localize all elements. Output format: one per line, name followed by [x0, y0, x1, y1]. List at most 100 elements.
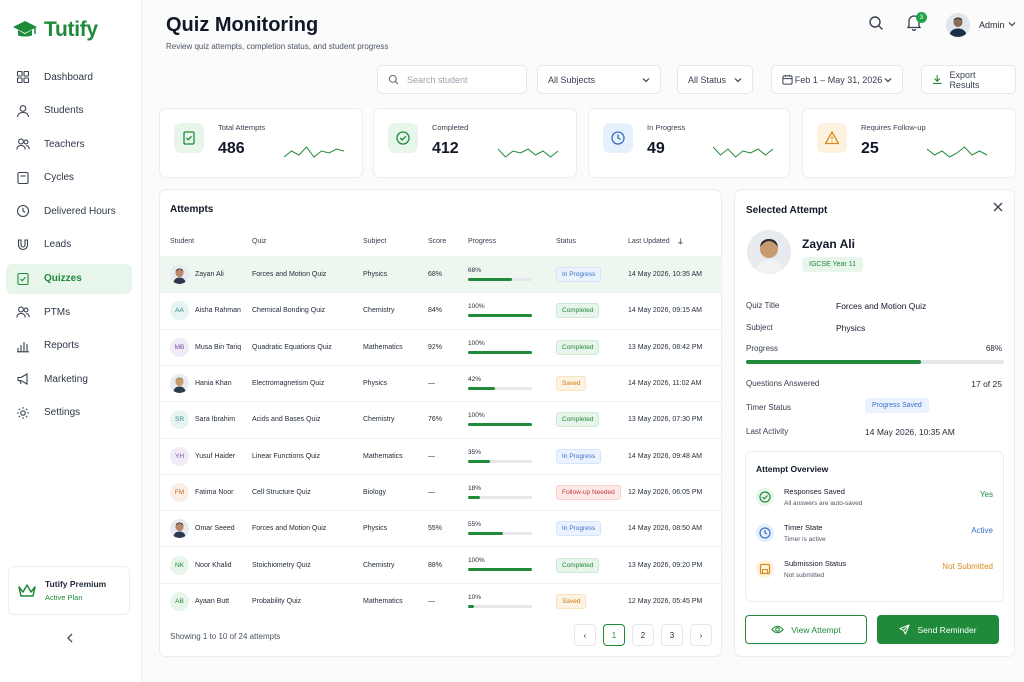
stat-card-completed[interactable]: Completed 412 [373, 108, 577, 178]
table-row[interactable]: Omar Seeed Forces and Motion Quiz Physics 5… [160, 510, 722, 546]
view-attempt-button[interactable]: View Attempt [745, 615, 867, 644]
progress-percent: 18% [468, 484, 482, 492]
sidebar-nav: Dashboard Students Teachers Cycles Delivered… [6, 62, 132, 432]
avatar: YH [170, 446, 189, 466]
megaphone-icon [17, 373, 28, 386]
search-icon[interactable] [868, 15, 884, 31]
sidebar-item-cycles[interactable]: Cycles [6, 163, 132, 193]
student-name: Zayan Ali [195, 271, 224, 279]
status-select[interactable]: All Status [677, 65, 753, 94]
column-header[interactable]: Last Updated [628, 238, 670, 245]
sidebar-item-label: Cycles [44, 172, 75, 184]
sidebar-item-label: Reports [44, 340, 80, 352]
sidebar-item-label: Teachers [44, 138, 85, 150]
sidebar-item-ptms[interactable]: PTMs [6, 297, 132, 327]
chevron-down-icon [884, 77, 892, 82]
sidebar-item-leads[interactable]: Leads [6, 230, 132, 260]
close-icon[interactable] [993, 202, 1003, 212]
sidebar-item-label: Quizzes [44, 273, 82, 285]
logo[interactable]: Tutify [12, 18, 98, 42]
table-row[interactable]: NK Noor Khalid Stoichiometry Quiz Chemistry… [160, 546, 722, 582]
column-header: Student [170, 238, 195, 245]
progress-fill [468, 314, 532, 318]
sidebar-item-settings[interactable]: Settings [6, 398, 132, 428]
status-badge: In Progress [556, 267, 602, 283]
attempt-overview: Attempt Overview Responses Saved All ans… [745, 451, 1004, 602]
sort-desc-icon[interactable] [677, 238, 684, 245]
stat-card-total-attempts[interactable]: Total Attempts 486 [159, 108, 363, 178]
send-reminder-button[interactable]: Send Reminder [877, 615, 999, 644]
student-name: Omar Seeed [195, 525, 235, 533]
admin-name[interactable]: Admin [979, 20, 1005, 30]
send-reminder-label: Send Reminder [917, 624, 977, 635]
search-placeholder: Search student [407, 74, 468, 85]
premium-card[interactable]: Tutify Premium Active Plan [8, 566, 130, 615]
send-icon [899, 624, 911, 635]
student-cell: FM Fatima Noor [170, 475, 234, 510]
users-icon [16, 306, 30, 318]
column-header: Score [428, 238, 447, 245]
avatar: MB [170, 337, 189, 357]
status-cell: Completed [556, 330, 600, 365]
page-2-button[interactable]: 2 [632, 624, 654, 646]
status-badge: In Progress [556, 521, 602, 537]
page-1-button[interactable]: 1 [603, 624, 625, 646]
table-row[interactable]: AB Ayaan Butt Probability Quiz Mathematics —… [160, 582, 722, 619]
score-cell: 55% [428, 525, 443, 533]
table-row[interactable]: Zayan Ali Forces and Motion Quiz Physics 68… [160, 256, 722, 293]
sidebar-item-teachers[interactable]: Teachers [6, 129, 132, 159]
admin-avatar[interactable] [946, 13, 970, 37]
collapse-sidebar-button[interactable] [62, 630, 78, 646]
calendar-icon [17, 171, 29, 184]
sidebar-item-label: Dashboard [44, 71, 93, 83]
save-icon [756, 560, 774, 578]
table-row[interactable]: MB Musa Bin Tariq Quadratic Equations Quiz… [160, 328, 722, 365]
progress-percent: 42% [468, 375, 482, 383]
sidebar-item-dashboard[interactable]: Dashboard [6, 62, 132, 92]
overview-item-sub: Not submitted [784, 572, 825, 579]
stat-card-requires-follow-up[interactable]: Requires Follow-up 25 [802, 108, 1016, 178]
page-3-button[interactable]: 3 [661, 624, 683, 646]
table-row[interactable]: YH Yusuf Haider Linear Functions Quiz Mathe… [160, 437, 722, 474]
sidebar-item-marketing[interactable]: Marketing [6, 364, 132, 394]
student-cell: SR Sara Ibrahim [170, 402, 235, 437]
column-header: Subject [363, 238, 387, 245]
stat-card-in-progress[interactable]: In Progress 49 [588, 108, 790, 178]
progress-track [746, 360, 1004, 364]
progress-bar [468, 604, 532, 608]
sidebar-item-students[interactable]: Students [6, 96, 132, 126]
chevron-down-icon [642, 77, 650, 82]
prev-page-button[interactable]: ‹ [574, 624, 596, 646]
table-row[interactable]: FM Fatima Noor Cell Structure Quiz Biology —… [160, 473, 722, 510]
quiz-cell: Probability Quiz [252, 597, 302, 605]
student-level-badge: IGCSE Year 11 [802, 257, 863, 272]
next-page-button[interactable]: › [690, 624, 712, 646]
sidebar-item-quizzes[interactable]: Quizzes [6, 263, 132, 294]
date-range-picker[interactable]: Feb 1 – May 31, 2026 [771, 65, 903, 94]
brand-name: Tutify [44, 18, 98, 41]
student-name: Hania Khan [195, 380, 232, 388]
last-updated-cell: 14 May 2026, 09:15 AM [628, 307, 702, 315]
status-cell: In Progress [556, 257, 602, 292]
subject-cell: Physics [363, 271, 388, 279]
table-row[interactable]: AA Aisha Rahman Chemical Bonding Quiz Chemi… [160, 292, 722, 328]
timer-label: Timer Status [746, 403, 792, 412]
sparkline [284, 146, 345, 158]
progress-fill [468, 386, 495, 390]
overview-item-sub: All answers are auto-saved [784, 500, 863, 507]
sidebar-item-label: Students [44, 105, 84, 117]
student-cell: Omar Seeed [170, 511, 235, 546]
chevron-down-icon[interactable] [1008, 20, 1016, 28]
sidebar-item-reports[interactable]: Reports [6, 331, 132, 361]
student-cell: Hania Khan [170, 366, 232, 401]
quiz-cell: Cell Structure Quiz [252, 488, 311, 496]
subject-select[interactable]: All Subjects [537, 65, 661, 94]
avatar: AA [170, 301, 189, 321]
table-row[interactable]: Hania Khan Electromagnetism Quiz Physics — 4… [160, 364, 722, 401]
status-cell: In Progress [556, 511, 602, 546]
search-input[interactable]: Search student [377, 65, 527, 94]
table-row[interactable]: SR Sara Ibrahim Acids and Bases Quiz Chemis… [160, 401, 722, 437]
clock-icon [756, 524, 774, 542]
sidebar-item-delivered-hours[interactable]: Delivered Hours [6, 196, 132, 226]
export-results-button[interactable]: Export Results [921, 65, 1016, 94]
